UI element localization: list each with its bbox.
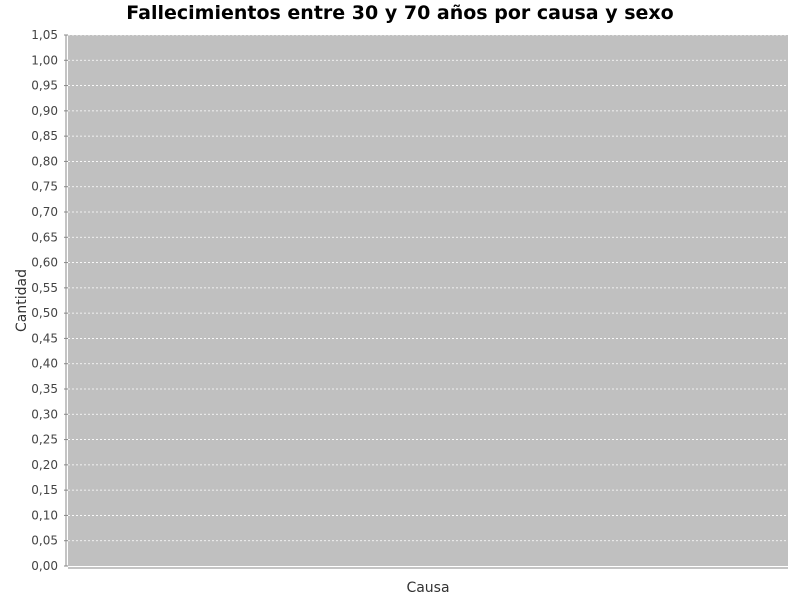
y-tick-label: 1,05: [31, 28, 58, 42]
y-tick-label: 0,75: [31, 180, 58, 194]
y-tick-label: 0,15: [31, 483, 58, 497]
y-tick-label: 0,50: [31, 306, 58, 320]
y-axis-ticks: 0,00 0,05 0,10 0,15 0,20 0,25 0,30 0,35 0,40 0,45…: [31, 28, 68, 573]
y-tick-label: 0,45: [31, 331, 58, 345]
y-tick-label: 0,40: [31, 357, 58, 371]
y-tick-label: 0,20: [31, 458, 58, 472]
y-tick-label: 0,80: [31, 154, 58, 168]
y-tick-label: 0,55: [31, 281, 58, 295]
y-tick-label: 1,00: [31, 53, 58, 67]
y-tick-label: 0,30: [31, 407, 58, 421]
y-tick-label: 0,05: [31, 534, 58, 548]
y-tick-label: 0,95: [31, 79, 58, 93]
gridlines: [68, 34, 788, 542]
y-tick-label: 0,35: [31, 382, 58, 396]
x-axis-label: Causa: [406, 580, 449, 596]
chart-title: Fallecimientos entre 30 y 70 años por ca…: [126, 2, 674, 24]
y-tick-label: 0,60: [31, 256, 58, 270]
y-tick-label: 0,70: [31, 205, 58, 219]
y-tick-label: 0,10: [31, 508, 58, 522]
y-tick-label: 0,90: [31, 104, 58, 118]
y-tick-label: 0,25: [31, 433, 58, 447]
y-tick-label: 0,00: [31, 559, 58, 573]
y-axis-label: Cantidad: [14, 269, 30, 332]
y-tick-label: 0,85: [31, 129, 58, 143]
plot-area: [68, 35, 788, 566]
y-tick-label: 0,65: [31, 230, 58, 244]
